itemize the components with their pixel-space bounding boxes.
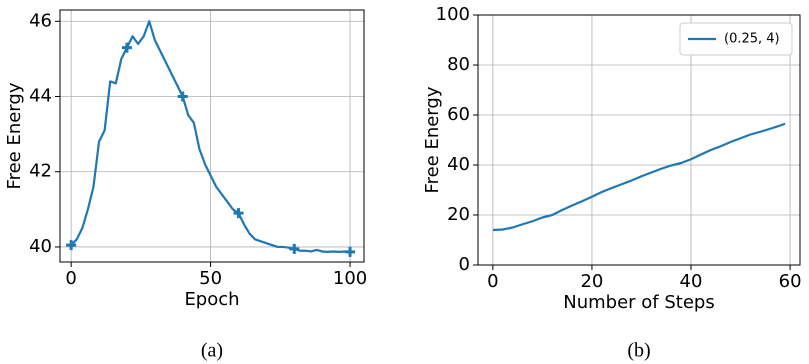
y-tick-label: 42: [29, 161, 52, 182]
marker: [233, 208, 244, 219]
marker: [345, 246, 356, 257]
marker: [289, 243, 300, 254]
axes-frame: [477, 14, 801, 266]
marker: [66, 240, 77, 251]
caption: (b): [627, 340, 650, 362]
legend-box: [679, 22, 793, 56]
x-tick-label: 60: [779, 271, 802, 292]
line: [492, 122, 786, 232]
y-tick-label: 46: [29, 10, 52, 31]
y-tick-label: 40: [29, 236, 52, 257]
x-tick-label: 0: [487, 271, 498, 292]
x-tick-label: 50: [199, 268, 222, 289]
y-tick-label: 20: [447, 204, 470, 225]
marker: [121, 42, 132, 53]
y-axis-label: Free Energy: [422, 86, 443, 193]
caption: (a): [201, 340, 223, 362]
y-tick-label: 44: [29, 86, 52, 107]
y-tick-label: 100: [436, 4, 470, 25]
y-tick-label: 60: [447, 104, 470, 125]
legend-label: (0.25, 4): [724, 32, 780, 47]
x-tick-label: 40: [680, 271, 703, 292]
y-tick-label: 40: [447, 154, 470, 175]
marker: [177, 91, 188, 102]
y-tick-label: 0: [459, 254, 470, 275]
x-axis-label: Epoch: [184, 289, 239, 310]
y-tick-label: 80: [447, 54, 470, 75]
x-axis-label: Number of Steps: [563, 292, 714, 313]
axes-frame: [59, 9, 365, 263]
line: [70, 20, 351, 253]
x-tick-label: 0: [65, 268, 76, 289]
x-tick-label: 100: [333, 268, 367, 289]
x-tick-label: 20: [580, 271, 603, 292]
y-axis-label: Free Energy: [4, 82, 25, 189]
